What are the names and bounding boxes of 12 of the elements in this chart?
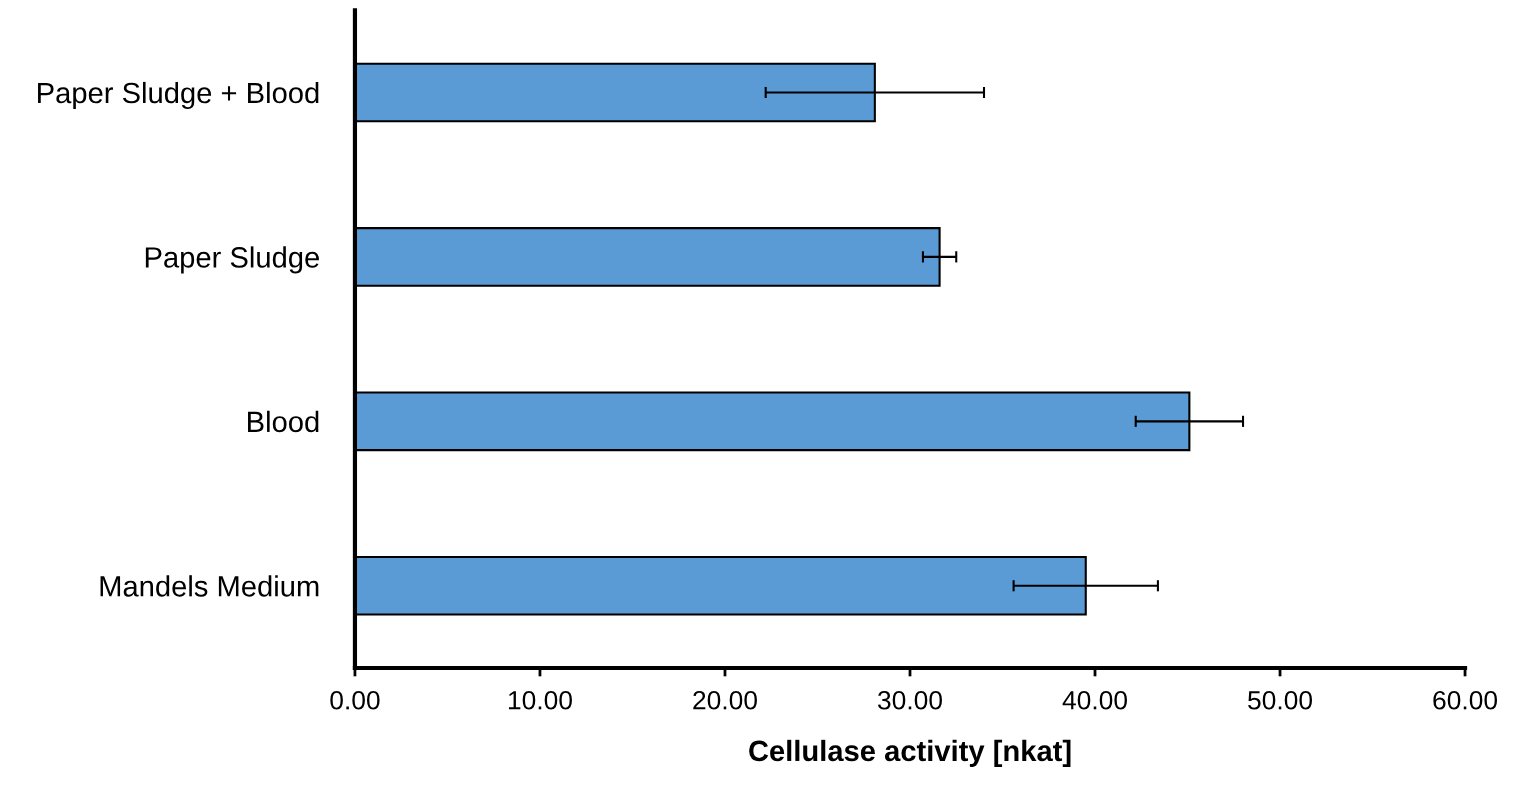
x-tick-label: 10.00 — [508, 690, 572, 710]
x-tick-label: 50.00 — [1248, 690, 1313, 710]
y-tick-label: Blood — [248, 410, 319, 433]
x-tick-label: 30.00 — [877, 690, 942, 710]
x-tick-label: 40.00 — [1062, 690, 1127, 710]
y-tick-label: Paper Sludge + Blood — [38, 81, 319, 110]
y-tick-label: Mandels Medium — [100, 575, 319, 597]
x-axis-title: Cellulase activity [nkat] — [749, 739, 1071, 767]
y-tick-label: Paper Sludge — [145, 246, 319, 274]
x-tick-label: 20.00 — [693, 690, 757, 710]
x-tick-label: 0.00 — [330, 690, 380, 710]
x-tick-label: 60.00 — [1433, 690, 1498, 710]
